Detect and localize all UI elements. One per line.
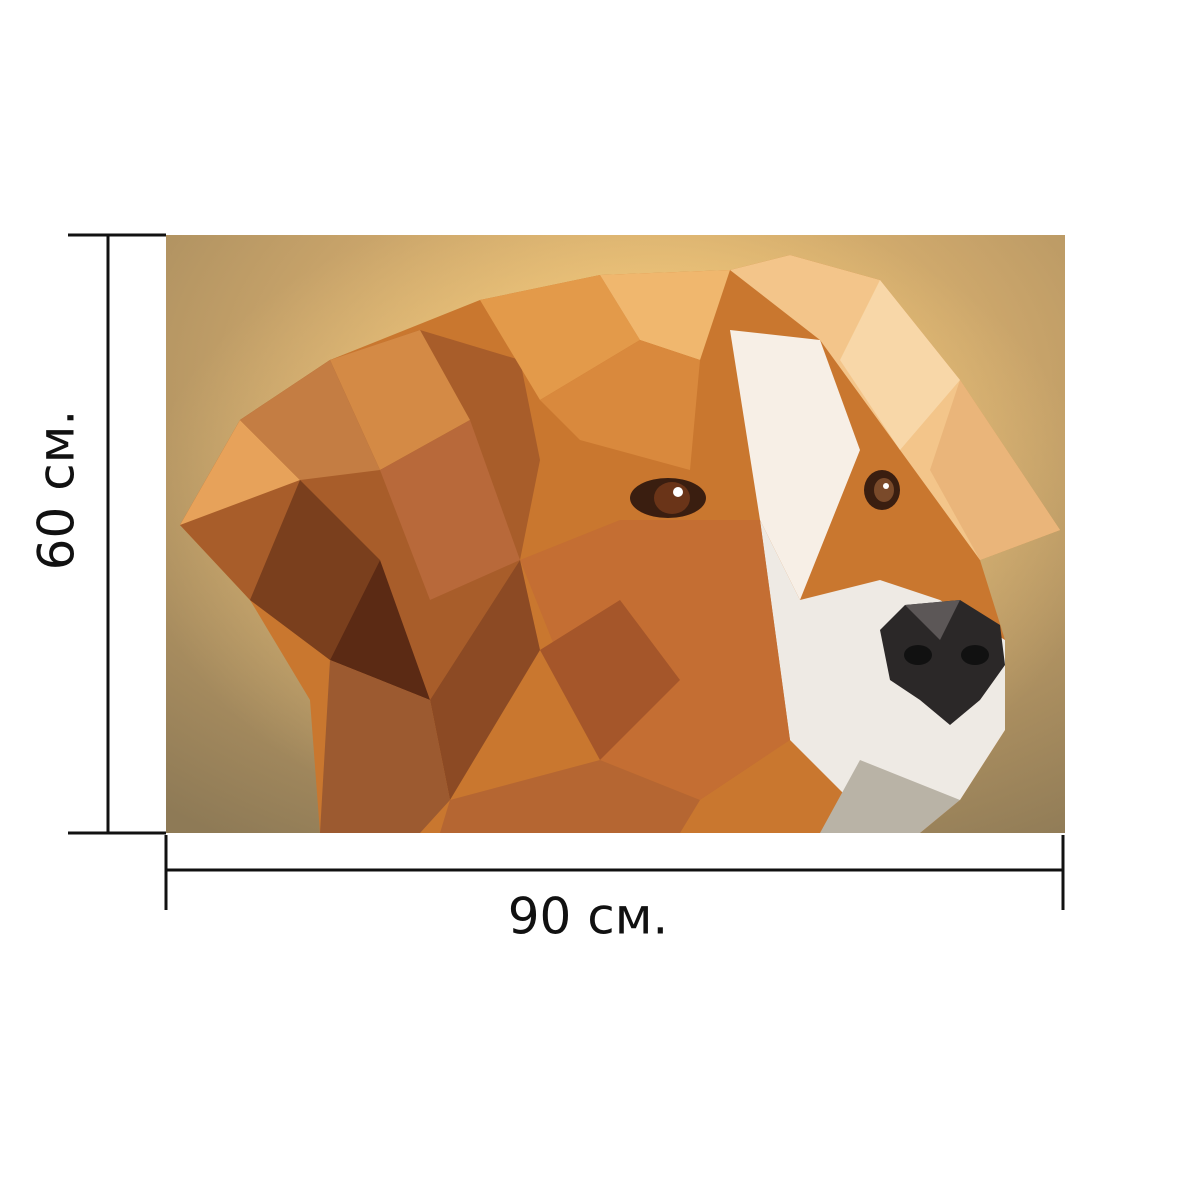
height-label: 60 см.: [28, 410, 86, 571]
height-dimension: 60 см.: [28, 233, 166, 835]
width-label: 90 см.: [508, 888, 669, 946]
dog-illustration: [166, 235, 1065, 833]
width-dimension: 90 см.: [164, 835, 1065, 946]
